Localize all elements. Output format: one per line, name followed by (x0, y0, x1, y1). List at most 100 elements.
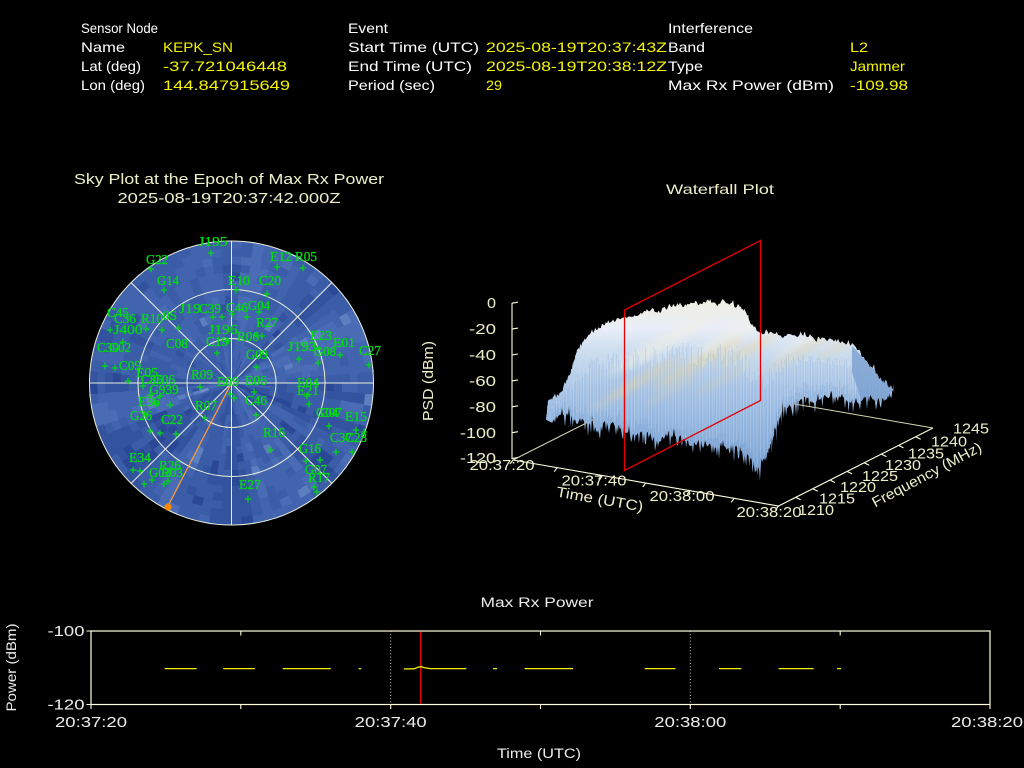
svg-text:End Time (UTC): End Time (UTC) (348, 58, 472, 74)
svg-text:E10: E10 (228, 273, 250, 288)
svg-text:1245: 1245 (953, 421, 989, 438)
svg-text:J400: J400 (114, 322, 143, 337)
svg-text:R27: R27 (256, 315, 278, 330)
svg-text:C46: C46 (245, 393, 267, 408)
svg-text:Jammer: Jammer (850, 58, 905, 74)
svg-text:-60: -60 (469, 373, 496, 390)
svg-text:R07: R07 (195, 398, 217, 413)
svg-text:C46: C46 (226, 300, 248, 315)
svg-text:C39: C39 (199, 301, 221, 316)
svg-text:R17: R17 (308, 470, 330, 485)
svg-text:1230: 1230 (885, 457, 921, 474)
svg-text:C30: C30 (97, 340, 119, 355)
svg-text:G04: G04 (248, 298, 270, 313)
svg-text:G03: G03 (149, 465, 171, 480)
svg-text:E21: E21 (297, 383, 319, 398)
svg-text:C45: C45 (107, 305, 129, 320)
svg-text:-40: -40 (469, 347, 496, 364)
svg-text:20:37:20: 20:37:20 (55, 714, 127, 731)
svg-text:C20: C20 (259, 273, 281, 288)
svg-text:Sensor Node: Sensor Node (81, 20, 158, 36)
svg-text:0: 0 (487, 295, 496, 312)
svg-text:Sky Plot at the Epoch of Max R: Sky Plot at the Epoch of Max Rx Power (74, 172, 384, 188)
svg-text:J19: J19 (179, 301, 201, 316)
svg-text:G939: G939 (150, 382, 179, 397)
svg-text:G02: G02 (109, 340, 131, 355)
svg-text:1225: 1225 (862, 468, 898, 485)
svg-text:Lat (deg): Lat (deg) (81, 58, 141, 74)
svg-text:-120: -120 (48, 697, 85, 714)
svg-text:R06: R06 (237, 329, 259, 344)
svg-text:1210: 1210 (798, 502, 834, 519)
svg-text:144.847915649: 144.847915649 (163, 77, 290, 93)
svg-text:G16: G16 (299, 441, 321, 456)
svg-text:29: 29 (486, 77, 502, 93)
svg-text:20:37:40: 20:37:40 (562, 473, 627, 490)
svg-text:C36: C36 (114, 311, 136, 326)
svg-text:-20: -20 (469, 321, 496, 338)
svg-text:1240: 1240 (931, 434, 967, 451)
svg-text:J195: J195 (199, 234, 228, 249)
svg-text:G09: G09 (246, 347, 268, 362)
svg-text:Event: Event (348, 20, 388, 36)
svg-text:20:38:20: 20:38:20 (951, 714, 1023, 731)
svg-text:PSD (dBm): PSD (dBm) (421, 341, 437, 421)
svg-text:1220: 1220 (840, 479, 876, 496)
svg-text:E36: E36 (138, 394, 160, 409)
svg-text:E05: E05 (136, 365, 158, 380)
svg-text:2025-08-19T20:38:12Z: 2025-08-19T20:38:12Z (486, 58, 668, 74)
svg-text:-109.98: -109.98 (850, 77, 908, 93)
svg-text:R10: R10 (141, 311, 163, 326)
svg-text:E06: E06 (245, 373, 267, 388)
svg-text:20:37:20: 20:37:20 (470, 457, 535, 474)
svg-text:Period (sec): Period (sec) (348, 77, 435, 93)
svg-text:E04: E04 (297, 375, 319, 390)
svg-text:Type: Type (668, 58, 703, 74)
svg-text:KEPK_SN: KEPK_SN (163, 39, 233, 55)
svg-text:20:37:40: 20:37:40 (355, 714, 427, 731)
svg-text:R05: R05 (295, 249, 317, 264)
svg-text:2025-08-19T20:37:42.000Z: 2025-08-19T20:37:42.000Z (118, 191, 341, 207)
svg-text:C07: C07 (320, 405, 342, 420)
svg-text:-80: -80 (469, 399, 496, 416)
svg-text:Max Rx Power: Max Rx Power (481, 595, 595, 610)
svg-text:J193: J193 (288, 339, 317, 354)
svg-text:G14: G14 (157, 273, 179, 288)
svg-text:L2: L2 (850, 39, 868, 55)
svg-text:R26: R26 (159, 458, 181, 473)
svg-text:E23: E23 (310, 328, 332, 343)
svg-text:1235: 1235 (908, 446, 944, 463)
svg-text:R09: R09 (191, 367, 213, 382)
svg-text:C28: C28 (345, 430, 367, 445)
svg-text:R16: R16 (263, 425, 285, 440)
svg-text:C22: C22 (161, 412, 183, 427)
svg-text:Max Rx Power (dBm): Max Rx Power (dBm) (668, 77, 834, 93)
svg-text:G07: G07 (305, 462, 327, 477)
svg-text:E12: E12 (270, 249, 292, 264)
svg-text:C37: C37 (330, 430, 352, 445)
svg-text:C19: C19 (206, 334, 228, 349)
svg-text:G22: G22 (146, 252, 168, 267)
svg-text:C06: C06 (153, 372, 175, 387)
svg-text:Start Time (UTC): Start Time (UTC) (348, 39, 479, 55)
svg-text:-120: -120 (460, 450, 496, 467)
svg-text:-100: -100 (48, 623, 85, 640)
svg-text:Lon (deg): Lon (deg) (81, 77, 145, 93)
svg-text:20:38:00: 20:38:00 (654, 714, 726, 731)
svg-text:R03: R03 (161, 465, 183, 480)
svg-text:Power (dBm): Power (dBm) (4, 624, 19, 712)
svg-text:Interference: Interference (668, 20, 753, 36)
svg-text:C27: C27 (359, 343, 381, 358)
svg-text:2025-08-19T20:37:43Z: 2025-08-19T20:37:43Z (486, 39, 668, 55)
svg-text:20:38:00: 20:38:00 (650, 488, 715, 505)
svg-text:1215: 1215 (819, 491, 855, 508)
svg-text:Waterfall Plot: Waterfall Plot (666, 181, 774, 197)
svg-text:G08: G08 (314, 344, 336, 359)
svg-text:G04: G04 (316, 405, 338, 420)
svg-text:0S: 0S (163, 308, 177, 323)
svg-text:C09: C09 (119, 358, 141, 373)
svg-text:Time (UTC): Time (UTC) (497, 746, 581, 761)
svg-text:C08: C08 (166, 336, 188, 351)
svg-text:Band: Band (668, 39, 705, 55)
svg-text:-100: -100 (460, 425, 496, 442)
